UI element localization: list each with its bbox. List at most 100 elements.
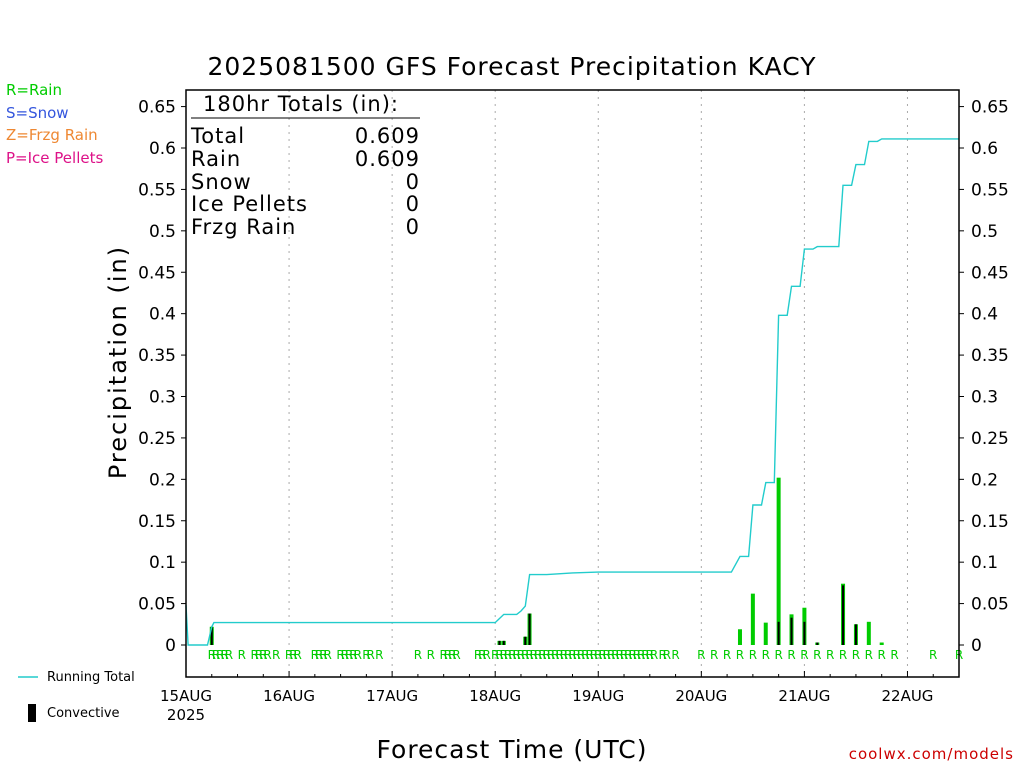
- x-axis-ticks: 15AUG 16AUG 17AUG 18AUG 19AUG 20AUG 21AUG 22AUG…: [160, 671, 934, 724]
- rain-marker: R: [504, 648, 512, 662]
- rain-marker: R: [285, 648, 293, 662]
- convective-bar: [803, 621, 806, 645]
- convective-bar: [842, 585, 845, 645]
- rain-marker: R: [787, 648, 795, 662]
- precip-bar: [750, 593, 755, 645]
- rain-marker: R: [865, 648, 873, 662]
- legend-ice-pellets: P=Ice Pellets: [6, 149, 104, 167]
- rain-marker: R: [289, 648, 297, 662]
- y-tick-label-right: 0.05: [971, 595, 1009, 615]
- rain-marker: R: [452, 648, 460, 662]
- rain-marker: R: [414, 648, 422, 662]
- rain-marker: R: [517, 648, 525, 662]
- y-tick-label-left: 0.05: [138, 595, 176, 615]
- rain-marker: R: [800, 648, 808, 662]
- convective-bar: [528, 613, 531, 645]
- rain-marker: R: [491, 648, 499, 662]
- rain-marker: R: [774, 648, 782, 662]
- rain-marker: R: [547, 648, 555, 662]
- y-tick-label-right: 0.55: [971, 180, 1009, 200]
- rain-marker: R: [345, 648, 353, 662]
- convective-bar: [502, 640, 505, 645]
- convective-bar: [854, 624, 857, 645]
- rain-marker: R: [852, 648, 860, 662]
- chart-title: 2025081500 GFS Forecast Precipitation KA…: [207, 52, 817, 81]
- totals-label-snow: Snow: [191, 170, 252, 194]
- rain-marker: R: [521, 648, 529, 662]
- rain-marker: R: [225, 648, 233, 662]
- rain-marker: R: [555, 648, 563, 662]
- x-tick-label: 17AUG: [366, 687, 418, 705]
- rain-marker: R: [646, 648, 654, 662]
- totals-label-ice-pellets: Ice Pellets: [191, 192, 308, 216]
- rain-marker: R: [525, 648, 533, 662]
- y-tick-label-right: 0: [971, 636, 982, 656]
- rain-marker: R: [641, 648, 649, 662]
- legend-rain: R=Rain: [6, 81, 62, 99]
- x-tick-label: 16AUG: [263, 687, 315, 705]
- rain-marker: R: [220, 648, 228, 662]
- rain-marker: R: [564, 648, 572, 662]
- rain-marker: R: [586, 648, 594, 662]
- x-axis-label: Forecast Time (UTC): [376, 735, 648, 764]
- rain-marker: R: [598, 648, 606, 662]
- rain-marker: R: [500, 648, 508, 662]
- rain-marker: R: [663, 648, 671, 662]
- y-tick-label-left: 0.45: [138, 263, 176, 283]
- y-tick-label-right: 0.3: [971, 388, 998, 408]
- totals-label-rain: Rain: [191, 147, 242, 171]
- rain-marker: R: [611, 648, 619, 662]
- totals-label-frzg-rain: Frzg Rain: [191, 215, 297, 239]
- rain-marker: R: [813, 648, 821, 662]
- y-tick-label-right: 0.45: [971, 263, 1009, 283]
- legend-frzg-rain: Z=Frzg Rain: [6, 126, 98, 144]
- rain-marker: R: [354, 648, 362, 662]
- x-tick-label: 21AUG: [778, 687, 830, 705]
- convective-bar: [524, 636, 527, 645]
- rain-marker: R: [362, 648, 370, 662]
- rain-marker: R: [749, 648, 757, 662]
- rain-marker: R: [251, 648, 259, 662]
- rain-marker: R: [259, 648, 267, 662]
- rain-marker: R: [478, 648, 486, 662]
- rain-marker: R: [238, 648, 246, 662]
- y-tick-label-right: 0.25: [971, 429, 1009, 449]
- totals-label-total: Total: [191, 124, 246, 148]
- y-tick-label-left: 0.4: [149, 305, 176, 325]
- rain-marker: R: [474, 648, 482, 662]
- x-year-label: 2025: [167, 706, 205, 724]
- rain-marker: R: [448, 648, 456, 662]
- y-tick-label-left: 0.55: [138, 180, 176, 200]
- y-tick-label-left: 0.65: [138, 98, 176, 118]
- convective-bar: [816, 642, 819, 645]
- y-tick-label-left: 0.1: [149, 553, 176, 573]
- y-tick-label-left: 0.25: [138, 429, 176, 449]
- legend-snow: S=Snow: [6, 104, 69, 122]
- credit-link[interactable]: coolwx.com/models: [848, 745, 1014, 763]
- convective-bar: [498, 640, 501, 645]
- rain-marker: R: [336, 648, 344, 662]
- rain-marker: R: [616, 648, 624, 662]
- rain-marker: R: [212, 648, 220, 662]
- rain-marker: R: [427, 648, 435, 662]
- rain-marker: R: [603, 648, 611, 662]
- convective-bar: [790, 617, 793, 645]
- y-tick-label-left: 0.5: [149, 222, 176, 242]
- running-total-line: [185, 138, 959, 646]
- precip-bars: [209, 477, 884, 645]
- x-tick-label: 15AUG: [160, 687, 212, 705]
- legend-convective: Convective: [47, 706, 120, 721]
- y-tick-label-left: 0.6: [149, 139, 176, 159]
- rain-marker: R: [255, 648, 263, 662]
- rain-marker: R: [581, 648, 589, 662]
- x-tick-label: 18AUG: [469, 687, 521, 705]
- precip-bar: [763, 622, 768, 645]
- rain-marker: R: [208, 648, 216, 662]
- rain-marker: R: [633, 648, 641, 662]
- rain-marker: R: [216, 648, 224, 662]
- rain-marker: R: [878, 648, 886, 662]
- rain-marker: R: [590, 648, 598, 662]
- rain-marker: R: [263, 648, 271, 662]
